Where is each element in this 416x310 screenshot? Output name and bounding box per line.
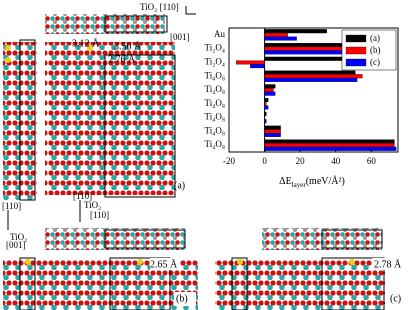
panel-label: (a) <box>174 180 185 191</box>
bar <box>264 32 288 37</box>
bar <box>264 29 327 34</box>
distance-label: 3.12 Å <box>72 37 100 49</box>
legend-label: (b) <box>370 45 381 55</box>
y-tick-label: Ti₂O₄ <box>205 57 225 67</box>
bar <box>264 125 281 130</box>
direction-label: [110] <box>73 191 92 201</box>
direction-label: [110] <box>2 201 21 211</box>
plot-frame <box>228 27 399 153</box>
y-tick-label: Ti₄O₈ <box>205 70 225 80</box>
legend-swatch <box>345 34 367 43</box>
bar <box>250 64 265 69</box>
bar <box>264 129 281 134</box>
distance-label: 2.76 Å <box>108 53 136 65</box>
bar-chart: -20 0 20 40 60 Au Ti₂O₄ Ti₂O₄ Ti₄O₈ Ti₄O₈ Ti₄O₈ Ti₄… <box>205 27 399 166</box>
y-tick-label: Ti₄O₈ <box>205 112 225 122</box>
panel-label: (b) <box>176 293 188 304</box>
bar <box>264 101 267 106</box>
direction-label: [001] <box>6 240 26 250</box>
bar <box>264 133 281 137</box>
bar <box>264 119 267 124</box>
bar <box>264 56 349 61</box>
distance-label: 2.78 Å <box>374 258 402 270</box>
legend-swatch <box>345 46 367 55</box>
bar <box>264 84 276 89</box>
bar <box>264 105 269 110</box>
y-tick-label: Ti₄O₈ <box>205 125 225 135</box>
y-tick-label: Au <box>214 29 225 39</box>
x-tick-label: -20 <box>223 156 235 166</box>
direction-label: [001] <box>170 32 190 42</box>
distance-label: 3.50 Å <box>114 40 142 52</box>
bar <box>264 88 274 92</box>
bar <box>264 111 267 116</box>
legend-label: (a) <box>370 33 380 43</box>
y-tick-label: Ti₄O₈ <box>205 139 225 149</box>
y-tick-label: Ti₄O₈ <box>205 84 225 94</box>
legend-swatch <box>345 58 367 67</box>
panel-label: (c) <box>390 293 401 304</box>
x-axis-label: ΔElayer(meV/Å²) <box>279 175 345 188</box>
bar <box>264 91 276 96</box>
bar <box>264 146 397 151</box>
bar <box>235 60 265 65</box>
bar <box>264 70 356 75</box>
bar <box>264 139 395 144</box>
bar <box>264 36 297 41</box>
x-tick-label: 20 <box>296 156 306 166</box>
bar <box>264 74 363 79</box>
direction-label: TiO₂ <box>84 200 101 210</box>
x-label-sub: layer <box>292 181 307 189</box>
x-tick-label: 40 <box>331 156 341 166</box>
y-tick-label: Ti₄O₈ <box>205 98 225 108</box>
legend-label: (c) <box>370 57 380 67</box>
structure-a <box>3 6 196 230</box>
direction-label: TiO₂ [110] <box>140 2 179 12</box>
direction-label: TiO₂ <box>10 232 27 242</box>
y-tick-label: Ti₂O₄ <box>205 43 225 53</box>
x-tick-label: 0 <box>262 156 267 166</box>
bar <box>264 98 269 103</box>
x-label-unit: (meV/Å²) <box>306 175 345 187</box>
x-tick-label: 60 <box>367 156 377 166</box>
bar <box>264 143 395 148</box>
direction-label: [110] <box>90 210 109 220</box>
bar <box>264 77 358 82</box>
distance-label: 2.65 Å <box>150 258 178 270</box>
structure-c <box>215 228 385 310</box>
x-label-main: ΔE <box>279 176 292 187</box>
